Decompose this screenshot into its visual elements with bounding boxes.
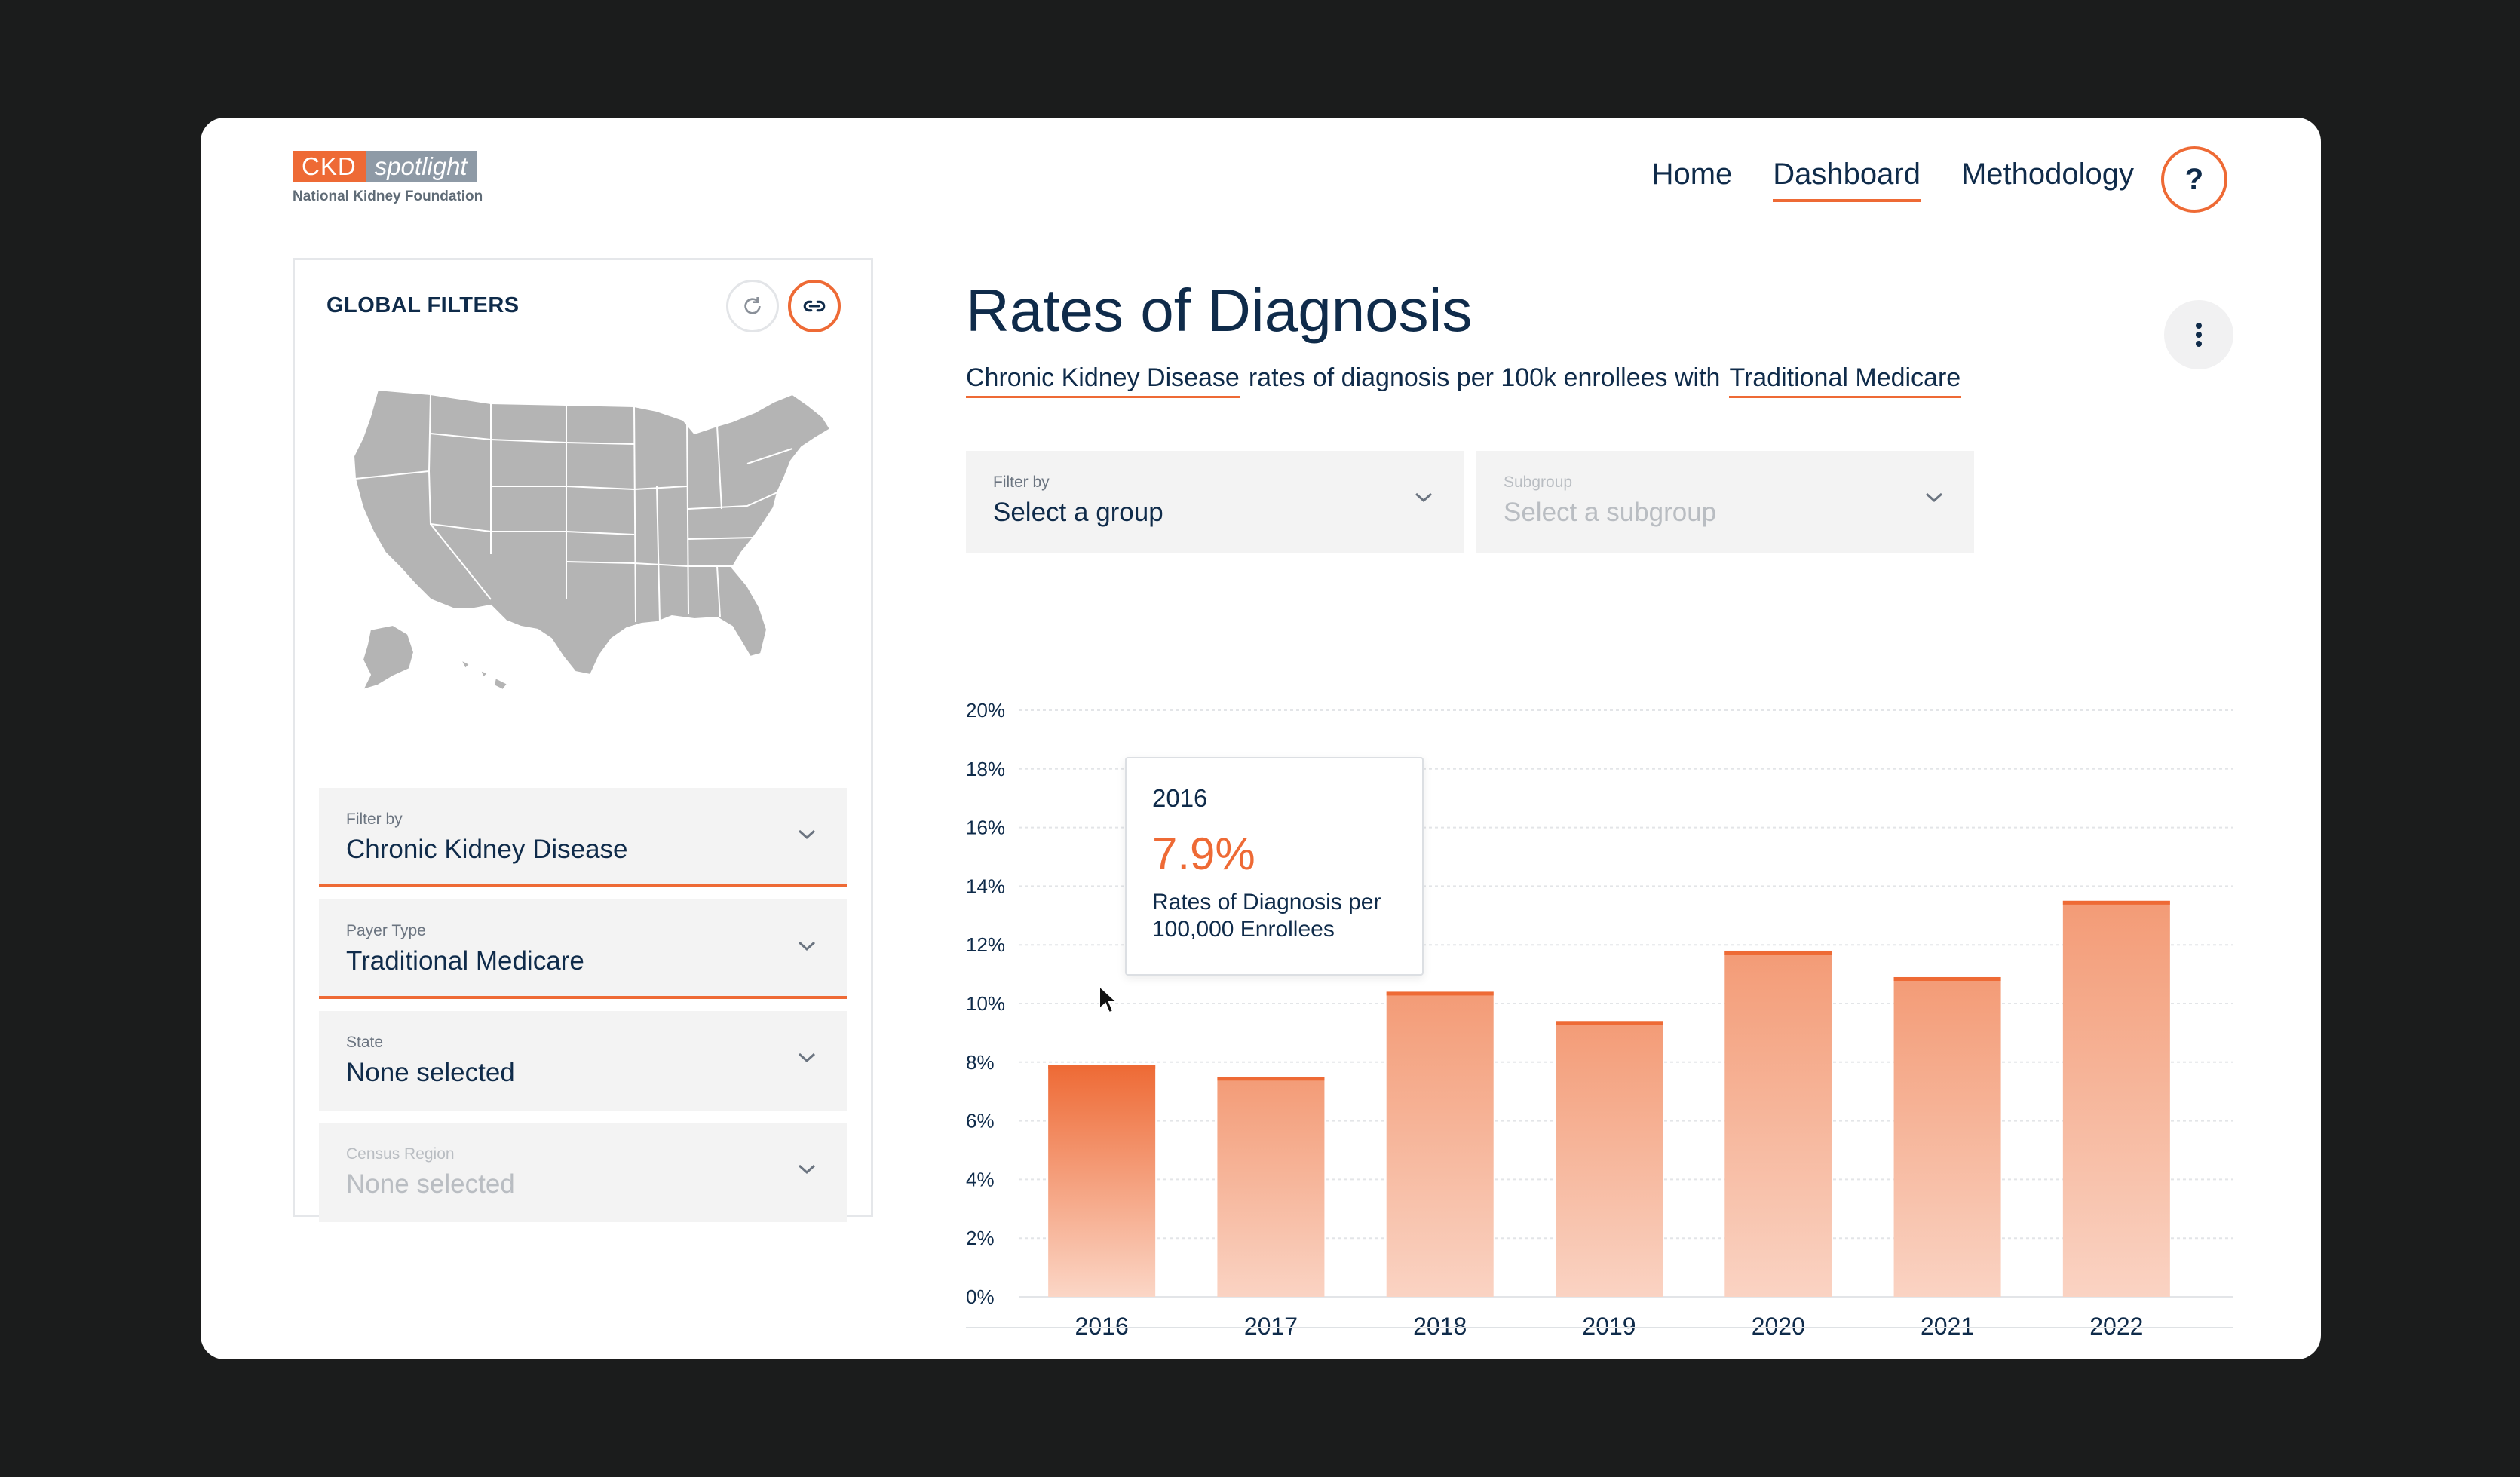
reset-icon xyxy=(744,297,761,314)
dropdown-label: Filter by xyxy=(346,811,403,828)
bar-cap-2019 xyxy=(1556,1021,1663,1025)
share-link-button[interactable] xyxy=(788,280,841,332)
logo[interactable]: CKD spotlight National Kidney Foundation xyxy=(293,151,483,205)
logo-spotlight: spotlight xyxy=(365,151,477,182)
link-icon xyxy=(803,300,826,312)
nav-dashboard[interactable]: Dashboard xyxy=(1773,158,1921,202)
global-filters-panel: GLOBAL FILTERS xyxy=(293,258,873,1222)
alaska-shape[interactable] xyxy=(361,624,415,691)
nav-methodology[interactable]: Methodology xyxy=(1961,157,2134,191)
bar-cap-2022 xyxy=(2062,900,2170,905)
dropdown-value: Chronic Kidney Disease xyxy=(346,835,628,864)
bar-cap-2020 xyxy=(1724,950,1832,955)
dropdown-value: Select a group xyxy=(993,498,1163,527)
chart-description: Chronic Kidney Disease rates of diagnosi… xyxy=(966,363,1961,398)
y-tick-label: 4% xyxy=(966,1168,995,1190)
tooltip-value: 7.9% xyxy=(1152,829,1255,879)
bar-cap-2016 xyxy=(1048,1065,1156,1069)
bar-cap-2018 xyxy=(1386,991,1494,996)
y-tick-label: 12% xyxy=(966,933,1005,956)
reset-button[interactable] xyxy=(726,280,779,332)
subgroup-dropdown[interactable]: Subgroup Select a subgroup xyxy=(1476,451,1974,553)
y-tick-label: 8% xyxy=(966,1051,995,1074)
more-options-button[interactable] xyxy=(2164,300,2233,369)
dropdown-value: None selected xyxy=(346,1058,515,1087)
bar-2022[interactable] xyxy=(2062,900,2170,1297)
x-tick-label: 2018 xyxy=(1413,1313,1467,1340)
bar-2018[interactable] xyxy=(1386,991,1494,1297)
y-tick-label: 6% xyxy=(966,1110,995,1132)
tooltip-year: 2016 xyxy=(1152,784,1208,812)
nav-home[interactable]: Home xyxy=(1651,157,1733,191)
divider xyxy=(966,1327,2233,1328)
chevron-down-icon xyxy=(1415,492,1433,503)
x-tick-label: 2016 xyxy=(1075,1313,1129,1340)
help-button[interactable]: ? xyxy=(2161,146,2227,213)
tooltip-desc-line2: 100,000 Enrollees xyxy=(1152,917,1335,942)
mouse-cursor-icon xyxy=(1099,985,1119,1014)
us-map[interactable] xyxy=(340,373,860,712)
y-tick-label: 14% xyxy=(966,875,1005,897)
dropdown-label: Payer Type xyxy=(346,922,426,939)
bar-2021[interactable] xyxy=(1893,976,2001,1297)
bar-2017[interactable] xyxy=(1217,1077,1325,1297)
state-borders xyxy=(354,394,793,623)
x-tick-label: 2022 xyxy=(2089,1313,2143,1340)
logo-ckd: CKD xyxy=(293,151,366,182)
y-tick-label: 18% xyxy=(966,758,1005,780)
payer-type-dropdown[interactable]: Payer Type Traditional Medicare xyxy=(319,899,847,999)
chevron-down-icon xyxy=(798,1053,816,1063)
dropdown-label: Subgroup xyxy=(1504,473,1573,491)
tooltip-desc-line1: Rates of Diagnosis per xyxy=(1152,890,1381,915)
y-tick-label: 2% xyxy=(966,1227,995,1249)
y-tick-label: 16% xyxy=(966,817,1005,839)
bar-2020[interactable] xyxy=(1724,950,1832,1297)
hawaii-shape[interactable] xyxy=(458,657,509,691)
chevron-down-icon xyxy=(1925,492,1943,503)
dropdown-value: Select a subgroup xyxy=(1504,498,1717,527)
dropdown-label: Census Region xyxy=(346,1145,455,1163)
census-region-dropdown[interactable]: Census Region None selected xyxy=(319,1123,847,1222)
x-tick-label: 2020 xyxy=(1752,1313,1805,1340)
x-tick-label: 2019 xyxy=(1582,1313,1636,1340)
payer-link[interactable]: Traditional Medicare xyxy=(1729,363,1961,398)
top-nav: Home Dashboard Methodology ? xyxy=(1611,146,2227,213)
dropdown-label: Filter by xyxy=(993,473,1050,491)
chevron-down-icon xyxy=(798,829,816,840)
dropdown-value: None selected xyxy=(346,1169,515,1199)
description-middle: rates of diagnosis per 100k enrollees wi… xyxy=(1248,363,1721,392)
x-tick-label: 2021 xyxy=(1921,1313,1974,1340)
state-dropdown[interactable]: State None selected xyxy=(319,1011,847,1111)
app-card: CKD spotlight National Kidney Foundation… xyxy=(201,118,2321,1359)
logo-org: National Kidney Foundation xyxy=(293,188,483,204)
more-vertical-icon xyxy=(2196,323,2202,347)
condition-link[interactable]: Chronic Kidney Disease xyxy=(966,363,1240,398)
chevron-down-icon xyxy=(798,1164,816,1175)
chevron-down-icon xyxy=(798,941,816,951)
chart-tooltip: 2016 7.9% Rates of Diagnosis per 100,000… xyxy=(1125,757,1424,976)
bar-2019[interactable] xyxy=(1556,1021,1663,1297)
tooltip-description: Rates of Diagnosis per 100,000 Enrollees xyxy=(1152,889,1396,943)
x-tick-label: 2017 xyxy=(1244,1313,1298,1340)
bar-cap-2017 xyxy=(1217,1077,1325,1081)
y-tick-label: 0% xyxy=(966,1285,995,1308)
bar-cap-2021 xyxy=(1893,976,2001,981)
rates-bar-chart: 0% 2% 4% 6% 8% 10% 12% 14% 16% 18% 20% 2016 2017 201… xyxy=(966,699,2233,1340)
bar-2016[interactable] xyxy=(1048,1065,1156,1297)
filter-by-dropdown[interactable]: Filter by Chronic Kidney Disease xyxy=(319,788,847,887)
page-title: Rates of Diagnosis xyxy=(966,277,1473,344)
y-tick-label: 10% xyxy=(966,992,1005,1015)
dropdown-value: Traditional Medicare xyxy=(346,946,584,976)
y-tick-label: 20% xyxy=(966,699,1005,722)
filters-heading: GLOBAL FILTERS xyxy=(326,293,520,317)
dropdown-label: State xyxy=(346,1034,384,1051)
group-filter-dropdown[interactable]: Filter by Select a group xyxy=(966,451,1464,553)
